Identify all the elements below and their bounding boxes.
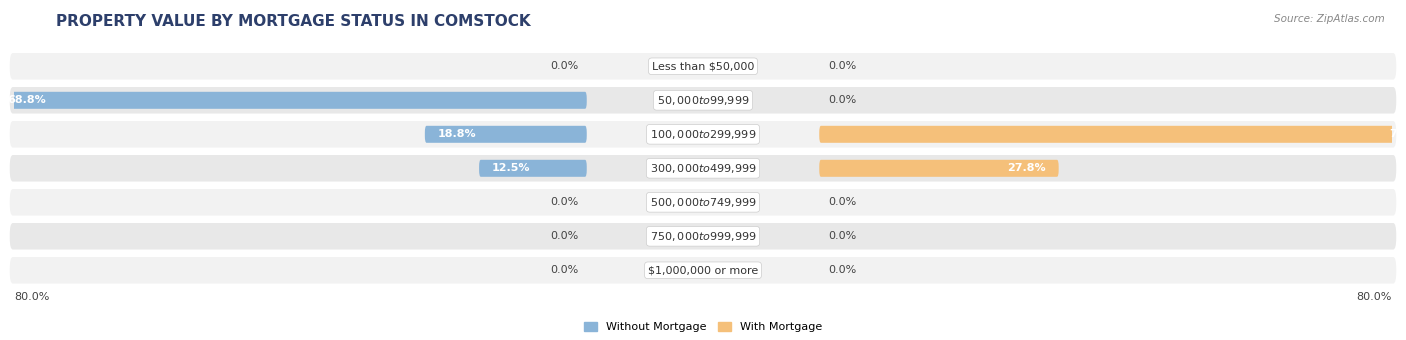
FancyBboxPatch shape — [425, 126, 586, 143]
FancyBboxPatch shape — [10, 155, 1396, 182]
FancyBboxPatch shape — [479, 160, 586, 177]
Text: 0.0%: 0.0% — [550, 231, 578, 241]
Text: $750,000 to $999,999: $750,000 to $999,999 — [650, 230, 756, 243]
Text: $1,000,000 or more: $1,000,000 or more — [648, 265, 758, 275]
Text: 12.5%: 12.5% — [492, 163, 530, 173]
FancyBboxPatch shape — [820, 160, 1059, 177]
FancyBboxPatch shape — [10, 257, 1396, 284]
Text: $50,000 to $99,999: $50,000 to $99,999 — [657, 94, 749, 107]
FancyBboxPatch shape — [820, 126, 1406, 143]
Text: 80.0%: 80.0% — [1357, 292, 1392, 302]
Text: 27.8%: 27.8% — [1007, 163, 1046, 173]
FancyBboxPatch shape — [10, 53, 1396, 80]
Text: 80.0%: 80.0% — [14, 292, 49, 302]
FancyBboxPatch shape — [10, 189, 1396, 216]
Text: 0.0%: 0.0% — [550, 197, 578, 207]
Text: 0.0%: 0.0% — [828, 197, 856, 207]
Text: 0.0%: 0.0% — [828, 231, 856, 241]
FancyBboxPatch shape — [10, 121, 1396, 148]
Text: $300,000 to $499,999: $300,000 to $499,999 — [650, 162, 756, 175]
Text: $500,000 to $749,999: $500,000 to $749,999 — [650, 196, 756, 209]
Text: $100,000 to $299,999: $100,000 to $299,999 — [650, 128, 756, 141]
FancyBboxPatch shape — [10, 223, 1396, 250]
Text: 0.0%: 0.0% — [828, 95, 856, 105]
FancyBboxPatch shape — [0, 92, 586, 109]
Text: 68.8%: 68.8% — [7, 95, 46, 105]
Text: 0.0%: 0.0% — [550, 265, 578, 275]
Legend: Without Mortgage, With Mortgage: Without Mortgage, With Mortgage — [579, 317, 827, 337]
Text: Source: ZipAtlas.com: Source: ZipAtlas.com — [1274, 14, 1385, 23]
Text: 72.2%: 72.2% — [1389, 129, 1406, 139]
Text: Less than $50,000: Less than $50,000 — [652, 61, 754, 71]
Text: 0.0%: 0.0% — [550, 61, 578, 71]
Text: PROPERTY VALUE BY MORTGAGE STATUS IN COMSTOCK: PROPERTY VALUE BY MORTGAGE STATUS IN COM… — [56, 14, 531, 29]
FancyBboxPatch shape — [10, 87, 1396, 114]
Text: 0.0%: 0.0% — [828, 61, 856, 71]
Text: 0.0%: 0.0% — [828, 265, 856, 275]
Text: 18.8%: 18.8% — [437, 129, 477, 139]
